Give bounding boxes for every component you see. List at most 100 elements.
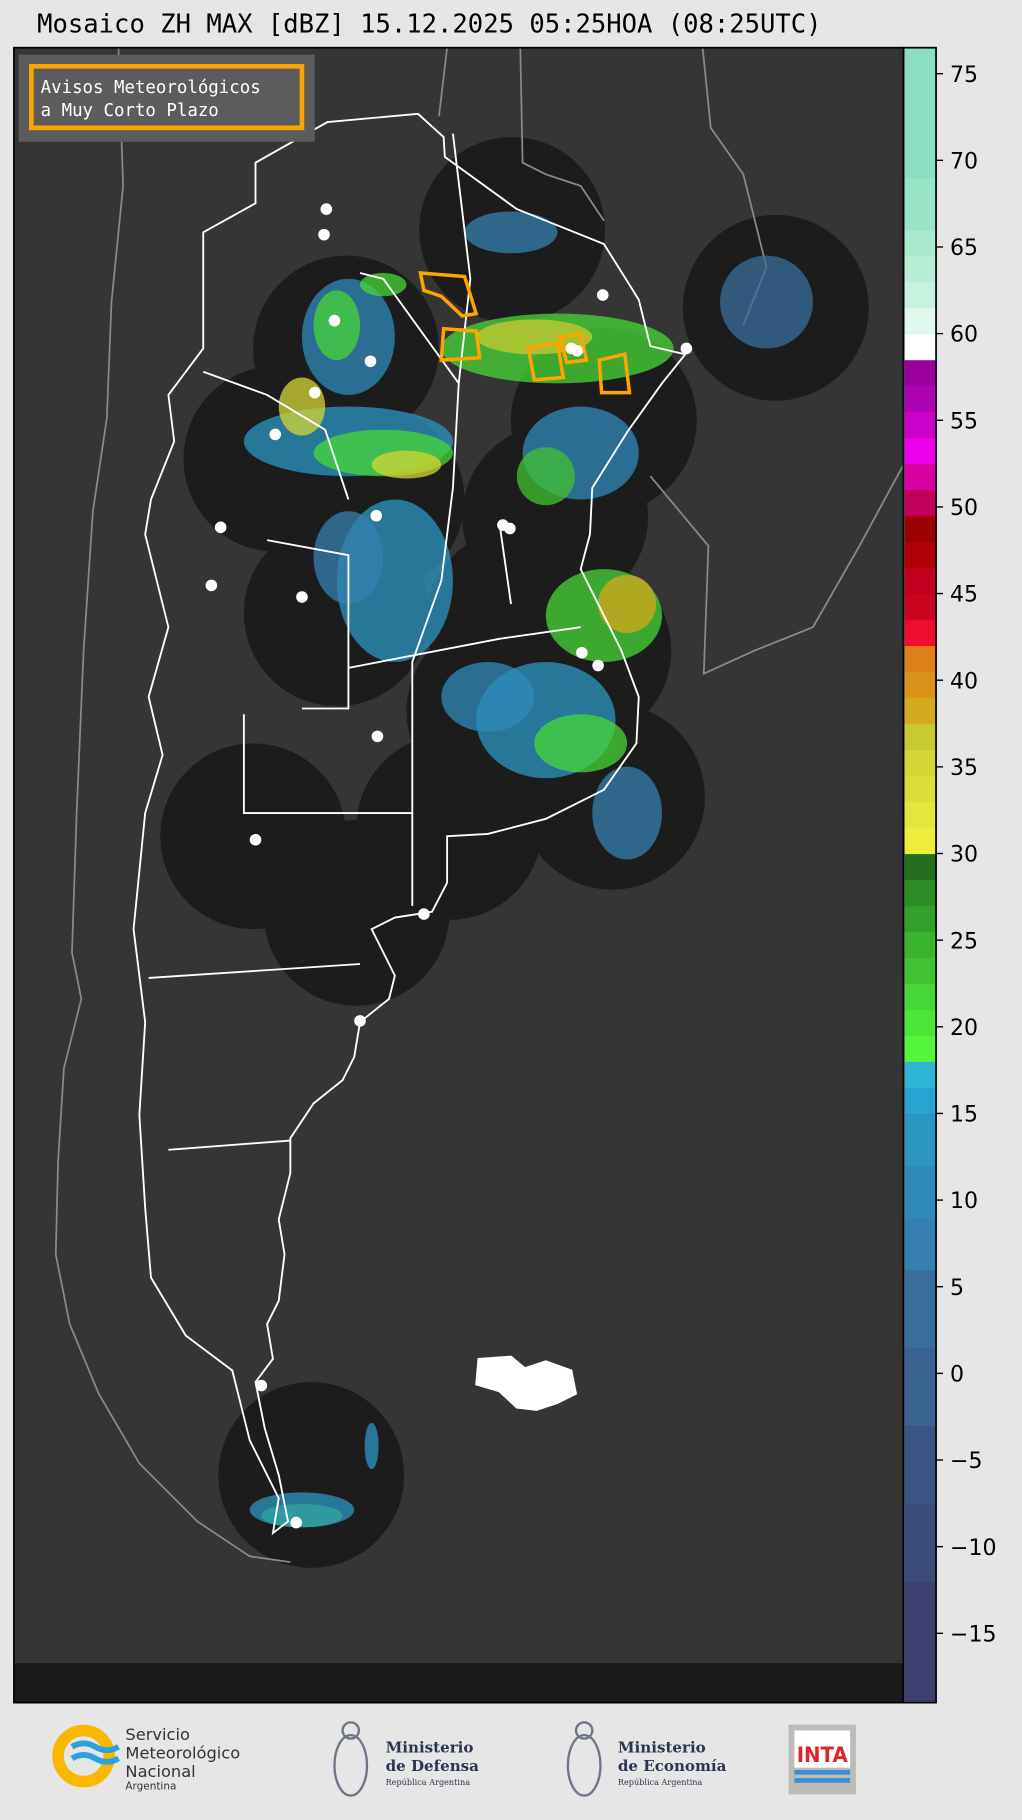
colorbar-tick-label: 65	[950, 236, 978, 261]
precipitation-echo	[441, 662, 535, 732]
colorbar-band	[904, 1425, 937, 1504]
radar-site-marker	[249, 833, 262, 846]
precipitation-echo	[364, 1422, 379, 1470]
map-bottom-band	[13, 1663, 904, 1703]
radar-site-marker	[592, 659, 604, 672]
colorbar-band	[904, 749, 937, 777]
colorbar-band	[904, 1581, 937, 1704]
colorbar-tick-label: 75	[950, 63, 978, 88]
colorbar-band	[904, 47, 937, 179]
legend-line-1: Avisos Meteorológicos	[41, 78, 261, 98]
colorbar-band	[904, 723, 937, 751]
ministerio-economia-logo: Ministerio de Economía República Argenti…	[566, 1721, 727, 1797]
colorbar-frame	[902, 46, 937, 1704]
colorbar-band	[904, 1035, 937, 1063]
colorbar-band	[904, 905, 937, 933]
radar-site-marker	[328, 314, 341, 327]
colorbar-band	[904, 177, 937, 231]
colorbar-band	[904, 333, 937, 361]
precipitation-echo	[371, 450, 442, 479]
colorbar-band	[904, 1347, 937, 1426]
colorbar-tick-label: 0	[950, 1363, 964, 1388]
colorbar-band	[904, 1217, 937, 1270]
precipitation-echo	[534, 714, 628, 773]
radar-site-marker	[418, 908, 430, 920]
colorbar-band	[904, 983, 937, 1011]
defensa-logo-text: de Defensa	[386, 1757, 480, 1775]
colorbar-band	[904, 853, 937, 881]
colorbar-tick-label: 50	[950, 496, 978, 521]
radar-site-marker	[504, 522, 516, 535]
precipitation-echo	[598, 574, 657, 634]
map-panel: Avisos Meteorológicos a Muy Corto Plazo	[13, 46, 905, 1704]
colorbar-band	[904, 879, 937, 907]
colorbar-band	[904, 437, 937, 465]
argentina-borders	[132, 112, 687, 1536]
warning-area	[557, 332, 589, 365]
warning-polygons	[418, 271, 632, 395]
colorbar-band	[904, 1061, 937, 1089]
radar-site-marker	[269, 428, 282, 441]
defensa-logo-text: República Argentina	[386, 1777, 471, 1787]
figure-title: Mosaico ZH MAX [dBZ] 15.12.2025 05:25HOA…	[37, 10, 821, 40]
legend-line-2: a Muy Corto Plazo	[41, 101, 219, 121]
colorbar-band	[904, 1269, 937, 1348]
province-borders	[148, 133, 581, 1151]
colorbar-tick-label: 60	[950, 323, 978, 348]
precipitation-echo	[592, 766, 662, 860]
radar-site-marker	[290, 1516, 302, 1529]
radar-site-marker	[205, 579, 218, 592]
falkland-islands	[475, 1355, 578, 1411]
colorbar-band	[904, 1113, 937, 1167]
colorbar-band	[904, 307, 937, 335]
colorbar-band	[904, 827, 937, 855]
colorbar-band	[904, 281, 937, 309]
colorbar-band	[904, 1503, 937, 1582]
radar-site-marker	[596, 289, 609, 301]
country-outline	[132, 112, 687, 1536]
chile-coast	[54, 47, 291, 1563]
colorbar-band	[904, 229, 937, 257]
colorbar-tick-label: −10	[950, 1536, 997, 1561]
legend-frame	[29, 63, 305, 131]
colorbar-band	[904, 515, 937, 543]
inta-logo: INTA	[788, 1724, 856, 1795]
colorbar-band	[904, 593, 937, 621]
inta-logo-text: INTA	[797, 1743, 849, 1767]
radar-coverage	[218, 1382, 405, 1568]
smn-logo-text: Meteorológico	[125, 1743, 240, 1762]
radar-site-marker	[214, 521, 227, 534]
colorbar-tick-label: 20	[950, 1016, 978, 1041]
colorbar-band	[904, 671, 937, 699]
economia-logo-text: de Economía	[618, 1757, 727, 1775]
precipitation-echo	[249, 1492, 355, 1528]
colorbar-band	[904, 567, 937, 595]
radar-coverage	[263, 819, 450, 1006]
radar-site-marker	[571, 344, 584, 357]
radar-sites	[205, 203, 693, 1529]
colorbar-tick-label: −15	[950, 1622, 997, 1647]
smn-logo-text: Servicio	[125, 1725, 190, 1744]
radar-site-marker	[354, 1015, 366, 1027]
economia-logo-text: República Argentina	[618, 1777, 703, 1787]
smn-logo-text: Nacional	[125, 1762, 195, 1781]
colorbar-band	[904, 255, 937, 283]
radar-site-marker	[371, 730, 384, 743]
footer-logos: Servicio Meteorológico Nacional Argentin…	[52, 1721, 856, 1797]
colorbar-band	[904, 931, 937, 959]
radar-site-marker	[308, 386, 321, 399]
colorbar-band	[904, 775, 937, 803]
radar-site-marker	[364, 355, 377, 368]
colorbar-band	[904, 1009, 937, 1037]
radar-site-marker	[255, 1379, 268, 1392]
colorbar-band	[904, 645, 937, 673]
colorbar-band	[904, 1165, 937, 1218]
colorbar-tick-label: 5	[950, 1276, 964, 1301]
radar-site-marker	[576, 646, 588, 659]
colorbar-tick-label: 15	[950, 1103, 978, 1128]
smn-logo: Servicio Meteorológico Nacional Argentin…	[52, 1724, 240, 1793]
colorbar-tick-label: 35	[950, 756, 978, 781]
colorbar-tick-label: 30	[950, 843, 978, 868]
colorbar-tick-label: 55	[950, 409, 978, 434]
